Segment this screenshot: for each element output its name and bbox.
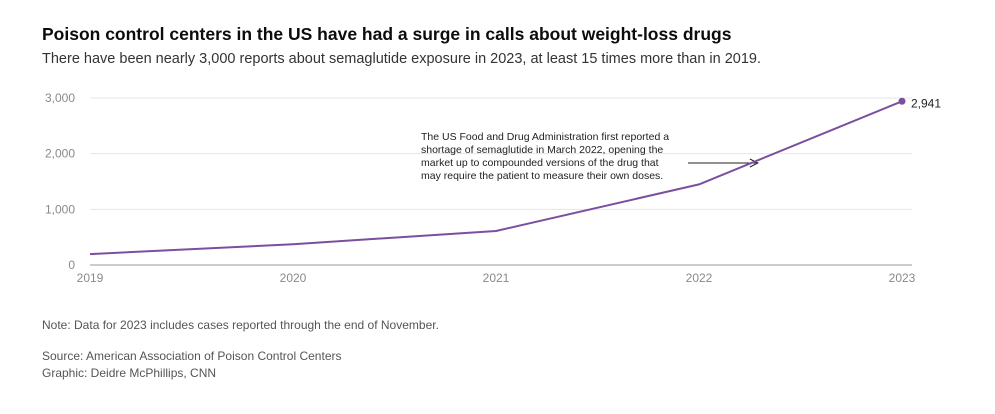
end-value-label: 2,941 (911, 96, 941, 110)
annotation-text-line: shortage of semaglutide in March 2022, o… (421, 144, 663, 156)
y-axis-ticks: 3,000 2,000 1,000 0 (45, 91, 75, 272)
annotation: The US Food and Drug Administration firs… (421, 131, 760, 182)
y-tick-label: 3,000 (45, 91, 75, 105)
line-chart: 3,000 2,000 1,000 0 2019 2020 2021 2022 2023 Th… (45, 91, 941, 285)
chart-note: Note: Data for 2023 includes cases repor… (42, 318, 439, 332)
x-axis-ticks: 2019 2020 2021 2022 2023 (77, 271, 916, 285)
chart-title: Poison control centers in the US have ha… (42, 24, 732, 44)
chart-subtitle: There have been nearly 3,000 reports abo… (42, 51, 762, 67)
annotation-text-line: market up to compounded versions of the … (421, 157, 659, 169)
end-point (898, 97, 906, 105)
annotation-arrow-head (749, 158, 760, 168)
annotation-text-line: may require the patient to measure their… (421, 170, 663, 182)
y-tick-label: 0 (68, 258, 75, 272)
series-layer: 2,941 (89, 96, 941, 256)
x-tick-label: 2019 (77, 271, 104, 285)
x-tick-label: 2023 (889, 271, 916, 285)
series-line (89, 100, 903, 256)
x-tick-label: 2022 (686, 271, 713, 285)
x-tick-label: 2021 (483, 271, 510, 285)
x-tick-label: 2020 (280, 271, 307, 285)
chart-source: Source: American Association of Poison C… (42, 349, 342, 363)
annotation-text-line: The US Food and Drug Administration firs… (421, 131, 669, 143)
y-tick-label: 1,000 (45, 202, 75, 216)
y-tick-label: 2,000 (45, 147, 75, 161)
chart-credit: Graphic: Deidre McPhillips, CNN (42, 366, 217, 380)
